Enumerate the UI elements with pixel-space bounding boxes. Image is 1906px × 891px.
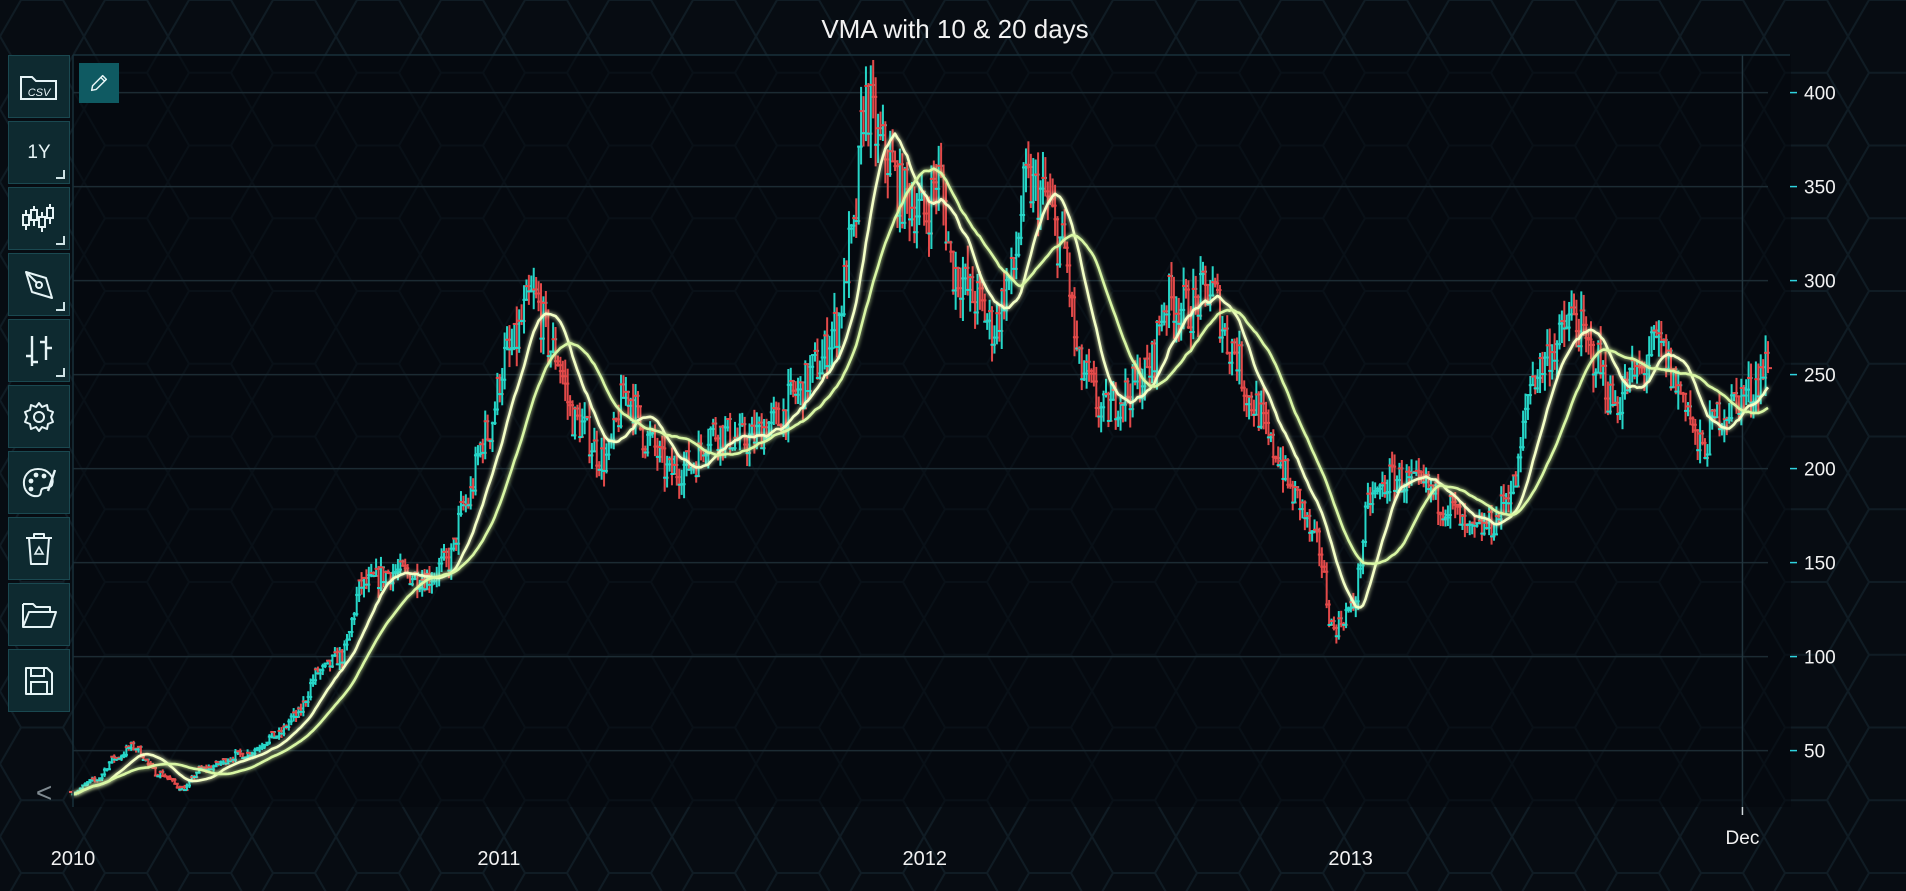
x-tick-label: 2012 <box>903 848 948 870</box>
ohlc-bars-icon <box>26 335 52 366</box>
y-axis-ticks: 50 100 150 200 250 300 350 400 <box>1790 84 1836 763</box>
pen-icon <box>25 270 53 299</box>
palette-icon <box>22 467 57 497</box>
drawing-tools-button[interactable] <box>8 253 70 316</box>
period-label: 1Y <box>27 141 51 163</box>
vma-10-line <box>72 132 1770 796</box>
x-end-label: Dec <box>1726 828 1760 849</box>
y-tick-label: 50 <box>1804 742 1825 763</box>
y-tick-label: 250 <box>1804 366 1836 387</box>
submenu-corner-icon <box>56 236 65 245</box>
y-tick-label: 350 <box>1804 178 1836 199</box>
settings-button[interactable] <box>8 385 70 448</box>
open-button[interactable] <box>8 583 70 646</box>
vma-lines <box>72 132 1770 796</box>
x-axis-ticks: Dec 2010 2011 2012 2013 <box>51 807 1760 870</box>
ohlc-bar <box>1764 341 1772 374</box>
vma-20-line <box>72 167 1769 796</box>
open-folder-icon <box>22 602 57 628</box>
submenu-corner-icon <box>56 368 65 377</box>
y-tick-label: 150 <box>1804 554 1836 575</box>
pencil-icon <box>90 74 108 92</box>
chart-title: VMA with 10 & 20 days <box>821 14 1089 44</box>
candlestick-icon <box>22 203 54 232</box>
save-button[interactable] <box>8 649 70 712</box>
clear-button[interactable] <box>8 517 70 580</box>
theme-button[interactable] <box>8 451 70 514</box>
csv-label: CSV <box>28 87 52 99</box>
indicators-button[interactable] <box>8 319 70 382</box>
y-tick-label: 200 <box>1804 460 1836 481</box>
collapse-toolbar-button[interactable]: < <box>35 777 53 808</box>
floppy-disk-icon <box>25 666 53 695</box>
folder-csv-icon: CSV <box>20 75 57 100</box>
y-tick-label: 100 <box>1804 648 1836 669</box>
chart-type-button[interactable] <box>8 187 70 250</box>
submenu-corner-icon <box>56 302 65 311</box>
period-1y-button[interactable]: 1Y <box>8 121 70 184</box>
x-tick-label: 2013 <box>1328 848 1373 870</box>
y-tick-label: 400 <box>1804 84 1836 105</box>
gear-icon <box>24 401 54 432</box>
x-tick-label: 2010 <box>51 848 96 870</box>
edit-pencil-button[interactable] <box>79 63 119 103</box>
ohlc-series <box>69 59 1772 796</box>
x-tick-label: 2011 <box>477 848 520 870</box>
toolbar: CSV 1Y <box>8 55 70 712</box>
submenu-corner-icon <box>56 170 65 179</box>
load-csv-button[interactable]: CSV <box>8 55 70 118</box>
recycle-bin-icon <box>26 532 52 565</box>
axes <box>72 54 1792 809</box>
y-tick-label: 300 <box>1804 272 1836 293</box>
